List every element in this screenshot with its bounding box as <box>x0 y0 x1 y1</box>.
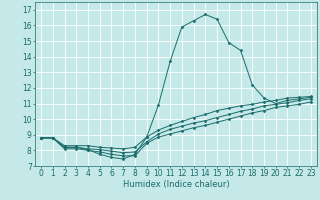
X-axis label: Humidex (Indice chaleur): Humidex (Indice chaleur) <box>123 180 229 189</box>
